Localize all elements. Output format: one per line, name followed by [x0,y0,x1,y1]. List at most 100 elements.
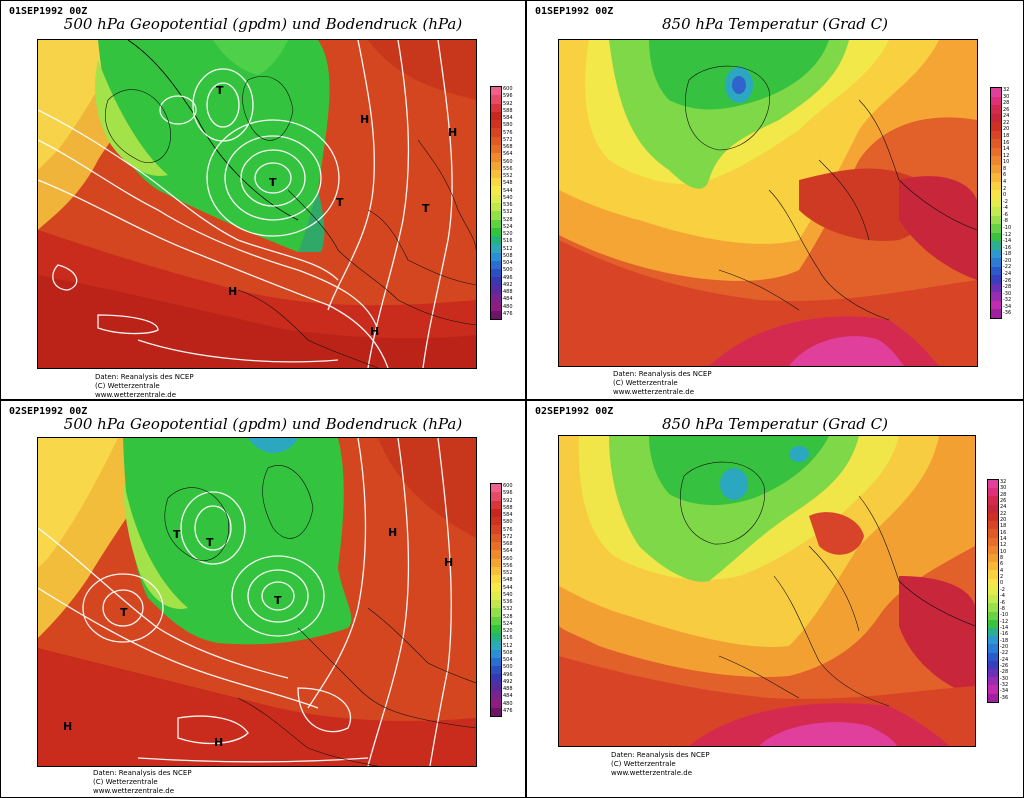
color-scale-swatch [491,202,501,212]
color-scale-bar: 32 30 28 26 24 22 20 18 16 14 12 10 8 6 4 2 0 -2 -4 -6 -8 -10… [987,479,1008,703]
high-pressure-marker: H [388,526,397,539]
color-scale-tick-label: 580 [503,519,513,526]
color-scale-tick-label: 524 [503,223,513,230]
color-scale-swatch [491,161,501,170]
color-scale-swatch [491,244,501,253]
pressure-markers: H H H H T T T T [63,526,453,749]
color-scale-swatch [988,578,998,587]
low-pressure-marker: T [206,536,214,549]
color-scale-tick-label: -20 [1003,257,1012,264]
color-scale-swatch [988,545,998,554]
color-scale-swatches [988,480,998,702]
panel-date-stamp: 01SEP1992 00Z [535,6,614,17]
color-scale-swatch [991,156,1001,165]
color-scale-tick-label: 16 [1003,139,1010,146]
color-scale-swatch [491,624,501,634]
color-scale-tick-label: -14 [1000,624,1009,631]
color-scale-tick-label: 496 [503,274,513,281]
color-scale-swatch [988,685,998,694]
color-scale-tick-label: 552 [503,570,513,576]
color-scale-swatch [491,517,501,526]
color-scale-swatch [991,292,1001,301]
color-scale-swatch [991,241,1001,250]
color-scale-tick-label: 30 [1000,485,1007,492]
panel-date-stamp: 02SEP1992 00Z [9,406,88,417]
color-scale-tick-label: 556 [503,165,513,172]
color-scale-tick-label: -34 [1000,688,1009,695]
high-pressure-marker: H [214,736,223,749]
color-scale-tick-label: -8 [1003,218,1008,225]
color-scale-swatch [491,616,501,625]
color-scale-swatch [991,258,1001,267]
color-scale-tick-label: 12 [1003,152,1010,159]
color-scale-tick-label: -34 [1003,303,1012,310]
color-scale-swatch [988,627,998,637]
color-scale-swatch [491,95,501,104]
color-scale-bar: 32 30 28 26 24 22 20 18 16 14 12 10 8 6 4 2 0 -2 -4 -6 -8 -10… [990,87,1011,319]
color-scale-swatch [991,207,1001,216]
color-scale-swatch [491,111,501,121]
color-scale-swatch [491,136,501,145]
color-scale-tick-label: 524 [503,620,513,627]
color-scale-tick-label: -2 [1000,586,1005,593]
color-scale-tick-label: 2 [1003,185,1007,192]
color-scale-tick-label: 492 [503,281,513,288]
color-scale-swatch [491,252,501,261]
color-scale-swatch [988,611,998,620]
low-pressure-marker: T [336,196,344,209]
color-scale-swatch [991,300,1001,310]
pressure-markers: H H H H T T T T [216,84,457,338]
color-scale-swatch [991,190,1001,199]
color-scale-tick-label: -24 [1003,271,1012,277]
color-scale-tick-label: 596 [503,490,513,497]
color-scale-swatch [491,599,501,609]
color-scale-swatch [988,512,998,522]
color-scale-tick-label: -2 [1003,198,1008,205]
geopotential-map: H H H H T T T T [37,437,477,767]
color-scale-tick-label: -4 [1000,593,1005,600]
color-scale-tick-label: 484 [503,693,513,700]
panel-temperature-01sep: 01SEP1992 00Z 850 hPa Temperatur (Grad C… [526,0,1024,400]
color-scale-swatch [491,558,501,567]
color-scale-tick-label: 476 [503,310,513,317]
color-scale-tick-label: -4 [1003,205,1008,212]
color-scale-swatch [491,128,501,137]
color-scale-tick-label: 588 [503,107,513,114]
color-scale-tick-label: 32 [1000,479,1007,485]
color-scale-tick-label: 28 [1003,100,1010,107]
low-pressure-marker: T [422,202,430,215]
color-scale-tick-label: 544 [503,584,513,591]
color-scale-tick-label: 504 [503,657,513,663]
color-scale-swatch [491,641,501,650]
color-scale-swatch [988,595,998,604]
panel-date-stamp: 02SEP1992 00Z [535,406,614,417]
color-scale-swatch [988,504,998,513]
high-pressure-marker: H [444,556,453,569]
temperature-map-graphic [559,40,977,366]
color-scale-swatch [991,266,1001,276]
color-scale-swatch [491,608,501,617]
data-credits: Daten: Reanalysis des NCEP (C) Wetterzen… [613,370,712,397]
color-scale-tick-label: 532 [503,606,513,613]
color-scale-tick-label: -18 [1003,251,1012,258]
high-pressure-marker: H [370,325,379,338]
color-scale-tick-label: 14 [1000,536,1007,543]
credit-line: www.wetterzentrale.de [613,388,695,396]
color-scale-swatch [491,153,501,162]
color-scale-tick-label: 592 [503,497,513,504]
low-pressure-marker: T [216,84,224,97]
color-scale-swatch [491,484,501,493]
color-scale-tick-label: -10 [1003,225,1012,231]
color-scale-tick-label: -22 [1000,650,1009,657]
color-scale-tick-label: 576 [503,526,513,533]
color-scale-tick-label: -12 [1003,231,1012,238]
color-scale-tick-label: 548 [503,577,513,584]
credit-line: (C) Wetterzentrale [93,778,158,786]
color-scale-swatch [991,249,1001,259]
data-credits: Daten: Reanalysis des NCEP (C) Wetterzen… [611,751,710,778]
color-scale-swatch [988,570,998,579]
color-scale-swatch [988,669,998,678]
color-scale-tick-label: 10 [1000,548,1007,555]
color-scale-swatch [491,657,501,667]
color-scale-swatch [491,236,501,245]
